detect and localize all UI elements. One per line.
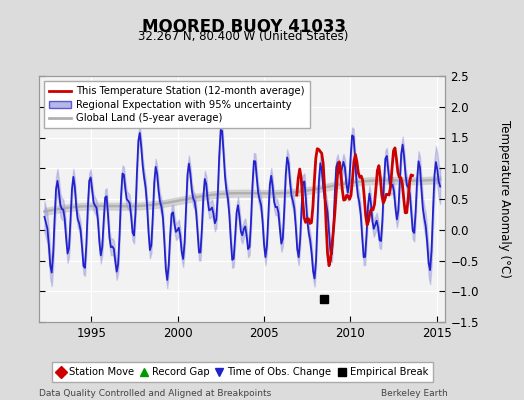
- Text: 32.267 N, 80.400 W (United States): 32.267 N, 80.400 W (United States): [138, 30, 349, 43]
- Text: Data Quality Controlled and Aligned at Breakpoints: Data Quality Controlled and Aligned at B…: [39, 389, 271, 398]
- Y-axis label: Temperature Anomaly (°C): Temperature Anomaly (°C): [498, 120, 511, 278]
- Text: MOORED BUOY 41033: MOORED BUOY 41033: [141, 18, 346, 36]
- Text: Berkeley Earth: Berkeley Earth: [381, 389, 448, 398]
- Legend: Station Move, Record Gap, Time of Obs. Change, Empirical Break: Station Move, Record Gap, Time of Obs. C…: [52, 362, 433, 382]
